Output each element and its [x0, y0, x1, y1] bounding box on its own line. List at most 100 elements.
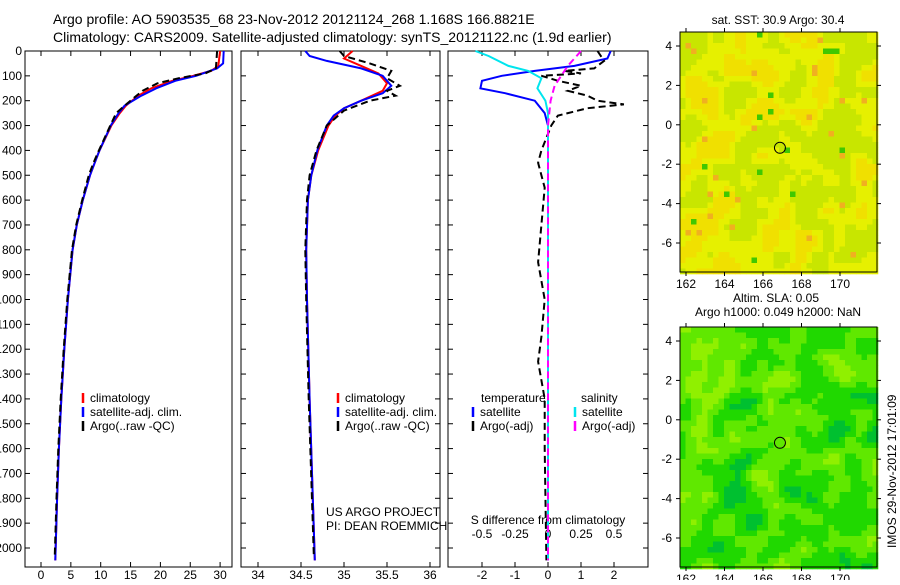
map-cell: [729, 202, 736, 209]
map-cell: [724, 508, 730, 515]
map-cell: [834, 43, 840, 49]
map-cell: [845, 332, 851, 339]
map-cell: [702, 376, 708, 383]
map-cell: [762, 208, 769, 214]
map-cell: [845, 54, 851, 60]
map-cell: [751, 475, 758, 482]
map-cell: [801, 147, 807, 154]
map-cell: [790, 514, 796, 520]
map-cell: [867, 136, 873, 143]
map-cell: [806, 431, 813, 438]
map-cell: [839, 404, 846, 410]
map-cell: [713, 114, 719, 121]
map-cell: [790, 109, 796, 115]
map-cell: [779, 448, 785, 454]
map-cell: [718, 191, 725, 198]
map-cell: [867, 109, 873, 115]
map-cell: [779, 125, 785, 132]
map-cell: [790, 76, 796, 82]
map-cell: [839, 387, 846, 394]
map-cell: [867, 442, 873, 449]
map-cell: [746, 164, 752, 170]
map-cell: [828, 338, 835, 344]
map-cell: [823, 393, 829, 399]
map-cell: [828, 530, 835, 537]
map-cell: [713, 503, 719, 509]
map-cell: [867, 404, 873, 410]
map-cell: [856, 65, 862, 71]
map-y-tick-label: -4: [661, 197, 672, 211]
map-cell: [773, 246, 780, 253]
map-cell: [834, 252, 840, 258]
map-cell: [751, 54, 758, 60]
map-cell: [696, 426, 703, 432]
map-cell: [696, 431, 703, 438]
map-cell: [762, 131, 769, 137]
map-cell: [707, 354, 714, 361]
map-cell: [724, 409, 730, 416]
map-cell: [867, 332, 873, 339]
map-cell: [872, 142, 879, 148]
map-cell: [746, 349, 752, 355]
map-cell: [751, 387, 758, 394]
map-cell: [740, 180, 747, 187]
map-cell: [729, 508, 736, 515]
map-cell: [740, 547, 747, 553]
map-cell: [817, 43, 824, 49]
map-cell: [751, 563, 758, 570]
map-cell: [872, 327, 879, 333]
map-cell: [861, 387, 868, 394]
map-cell: [680, 514, 686, 520]
map-cell: [713, 241, 719, 247]
map-cell: [724, 354, 730, 361]
map-cell: [861, 65, 868, 71]
map-cell: [839, 519, 846, 526]
map-cell: [768, 103, 774, 110]
map-cell: [872, 398, 879, 405]
map-cell: [773, 503, 780, 509]
map-cell: [718, 109, 725, 115]
map-cell: [707, 503, 714, 509]
map-cell: [779, 158, 785, 165]
map-cell: [713, 453, 719, 460]
map-cell: [850, 354, 857, 361]
map-cell: [680, 343, 686, 350]
map-cell: [806, 343, 813, 350]
map-cell: [729, 65, 736, 71]
map-cell: [702, 81, 708, 88]
map-cell: [856, 219, 862, 225]
map-cell: [740, 360, 747, 366]
map-cell: [762, 76, 769, 82]
map-cell: [817, 541, 824, 548]
map-cell: [746, 208, 752, 214]
map-cell: [839, 486, 846, 493]
map-cell: [795, 224, 802, 231]
map-cell: [861, 175, 868, 181]
map-cell: [795, 131, 802, 137]
map-cell: [845, 481, 851, 487]
map-cell: [795, 32, 802, 38]
map-cell: [707, 442, 714, 449]
map-cell: [762, 103, 769, 110]
map-cell: [685, 382, 692, 388]
map-cell: [856, 508, 862, 515]
map-cell: [823, 54, 829, 60]
map-cell: [762, 415, 769, 421]
map-cell: [685, 48, 692, 55]
map-cell: [872, 37, 879, 44]
map-cell: [801, 59, 807, 66]
map-cell: [768, 404, 774, 410]
map-cell: [850, 552, 857, 559]
map-cell: [773, 536, 780, 542]
map-cell: [702, 503, 708, 509]
map-cell: [828, 404, 835, 410]
map-cell: [806, 448, 813, 454]
map-cell: [861, 525, 868, 531]
map-cell: [828, 558, 835, 564]
map-cell: [867, 420, 873, 427]
map-x-tick-label: 166: [753, 277, 773, 291]
map-cell: [685, 563, 692, 570]
map-cell: [823, 387, 829, 394]
map-cell: [790, 365, 796, 372]
map-cell: [872, 558, 879, 564]
